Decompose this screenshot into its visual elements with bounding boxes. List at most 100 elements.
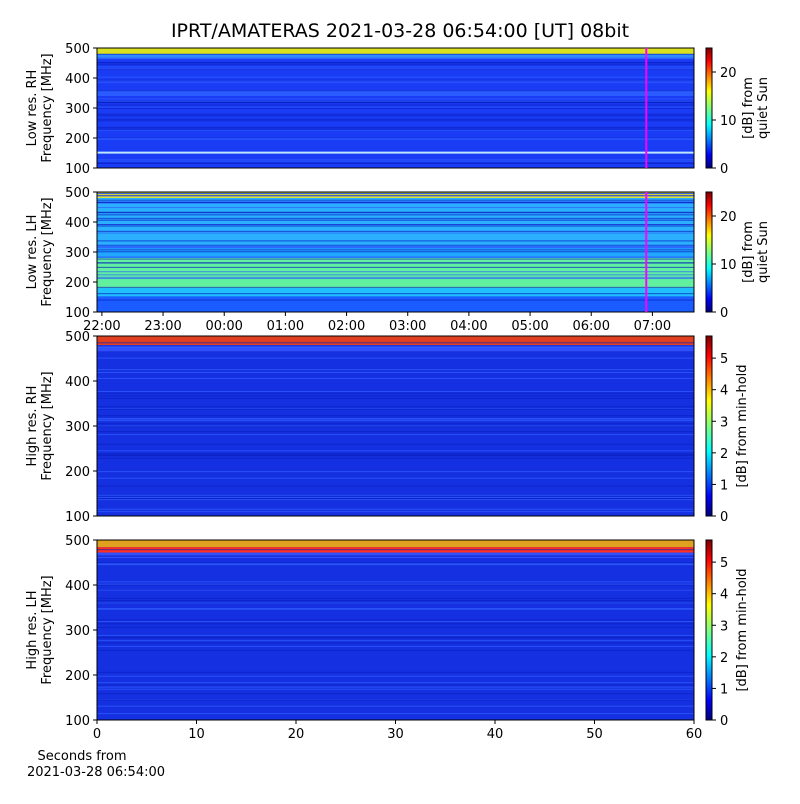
colorbar-label: [dB] fromquiet Sun: [741, 221, 771, 283]
colorbar-label-line: quiet Sun: [756, 77, 771, 139]
spectrogram-line: [97, 351, 694, 353]
colorbar-tick-label: 5: [720, 352, 728, 367]
y-tick-label: 300: [65, 102, 90, 117]
spectrogram-line: [97, 199, 694, 201]
y-tick-label: 100: [65, 306, 90, 321]
spectrogram-line: [97, 682, 694, 684]
spectrogram-line: [97, 151, 694, 153]
y-axis-label-line: Low res. RH: [25, 70, 40, 147]
spectrogram-line: [97, 100, 694, 102]
colorbar-tick-label: 5: [720, 556, 728, 571]
x-tick-label: 30: [387, 727, 404, 742]
spectrogram-line: [97, 620, 694, 622]
colorbar-label: [dB] fromquiet Sun: [741, 77, 771, 139]
colorbar-tick-label: 4: [720, 384, 728, 399]
y-tick-label: 100: [65, 510, 90, 525]
spectrogram-line: [97, 597, 694, 599]
spectrogram-line: [97, 408, 694, 410]
spectrogram-line: [97, 443, 694, 445]
colorbar: [705, 539, 713, 721]
spectrogram-line: [97, 211, 694, 213]
spectrogram-line: [97, 431, 694, 433]
spectrogram-layer: [97, 540, 694, 720]
spectrogram-line: [97, 195, 694, 197]
x-tick-label: 05:00: [511, 319, 548, 334]
y-axis-label-line: Frequency [MHz]: [40, 371, 55, 480]
spectrogram-layer: [97, 540, 694, 548]
spectrogram-line: [97, 372, 694, 374]
spectrogram-line: [97, 80, 694, 82]
spectrogram-line: [97, 82, 694, 84]
spectrogram-line: [97, 64, 694, 66]
spectrogram-line: [97, 397, 694, 399]
spectrogram-line: [97, 589, 694, 591]
colorbar-tick-label: 1: [720, 682, 728, 697]
spectrogram-line: [97, 455, 694, 457]
spectrogram-line: [97, 453, 694, 455]
spectrogram-line: [97, 66, 694, 68]
y-axis-label-line: Low res. LH: [25, 215, 40, 290]
spectrogram-line: [97, 600, 694, 602]
y-axis-label-line: Frequency [MHz]: [40, 197, 55, 306]
x-axis-label: Seconds from: [37, 749, 126, 764]
spectrogram-line: [97, 118, 694, 120]
spectrogram-line: [97, 137, 694, 139]
x-axis-label: 2021-03-28 06:54:00: [27, 765, 165, 780]
spectrogram-line: [97, 549, 694, 551]
spectrogram-line: [97, 496, 694, 498]
spectrogram-line: [97, 246, 694, 248]
spectrogram-line: [97, 207, 694, 209]
y-tick-label: 200: [65, 669, 90, 684]
x-tick-label: 23:00: [144, 319, 181, 334]
y-tick-label: 500: [65, 186, 90, 201]
spectrogram-line: [97, 390, 694, 392]
y-tick-label: 500: [65, 534, 90, 549]
spectrogram-line: [97, 69, 694, 71]
spectrogram-line: [97, 395, 694, 397]
spectrogram-line: [97, 346, 694, 348]
spectrogram-line: [97, 225, 694, 227]
spectrogram-line: [97, 201, 694, 203]
spectrogram-line: [97, 357, 694, 359]
spectrogram-layer: [97, 151, 694, 154]
spectrogram-line: [97, 57, 694, 59]
x-tick-label: 60: [686, 727, 703, 742]
spectrogram-line: [97, 262, 694, 264]
spectrogram-line: [97, 495, 694, 497]
spectrogram-line: [97, 454, 694, 456]
spectrogram-line: [97, 62, 694, 64]
spectrogram-line: [97, 693, 694, 695]
spectrogram-line: [97, 581, 694, 583]
spectrogram-line: [97, 224, 694, 226]
spectrogram-line: [97, 602, 694, 604]
spectrogram-layer: [97, 54, 694, 59]
spectrogram-line: [97, 115, 694, 117]
spectrogram-line: [97, 434, 694, 436]
y-tick-label: 500: [65, 42, 90, 57]
spectrogram-line: [97, 457, 694, 459]
spectrogram-line: [97, 377, 694, 379]
spectrogram-line: [97, 342, 694, 344]
spectrogram-line: [97, 649, 694, 651]
x-tick-label: 40: [487, 727, 504, 742]
spectrogram-line: [97, 705, 694, 707]
x-tick-label: 06:00: [573, 319, 610, 334]
x-tick-label: 20: [288, 727, 305, 742]
spectrogram-line: [97, 699, 694, 701]
spectrogram-layer: [97, 552, 694, 558]
colorbar-tick-label: 2: [720, 651, 728, 666]
spectrogram-line: [97, 634, 694, 636]
spectrogram-line: [97, 562, 694, 564]
spectrogram-line: [97, 104, 694, 106]
colorbar-label-line: [dB] from: [741, 77, 756, 139]
x-tick-label: 0: [93, 727, 101, 742]
spectrogram-line: [97, 214, 694, 216]
spectrogram-line: [97, 642, 694, 644]
colorbar-tick-label: 3: [720, 415, 728, 430]
spectrogram-layer: [97, 90, 694, 96]
spectrogram-line: [97, 106, 694, 108]
spectrogram-line: [97, 499, 694, 501]
spectrogram-layer: [97, 336, 694, 345]
spectrogram-line: [97, 219, 694, 221]
y-axis-label-line: High res. LH: [25, 590, 40, 669]
